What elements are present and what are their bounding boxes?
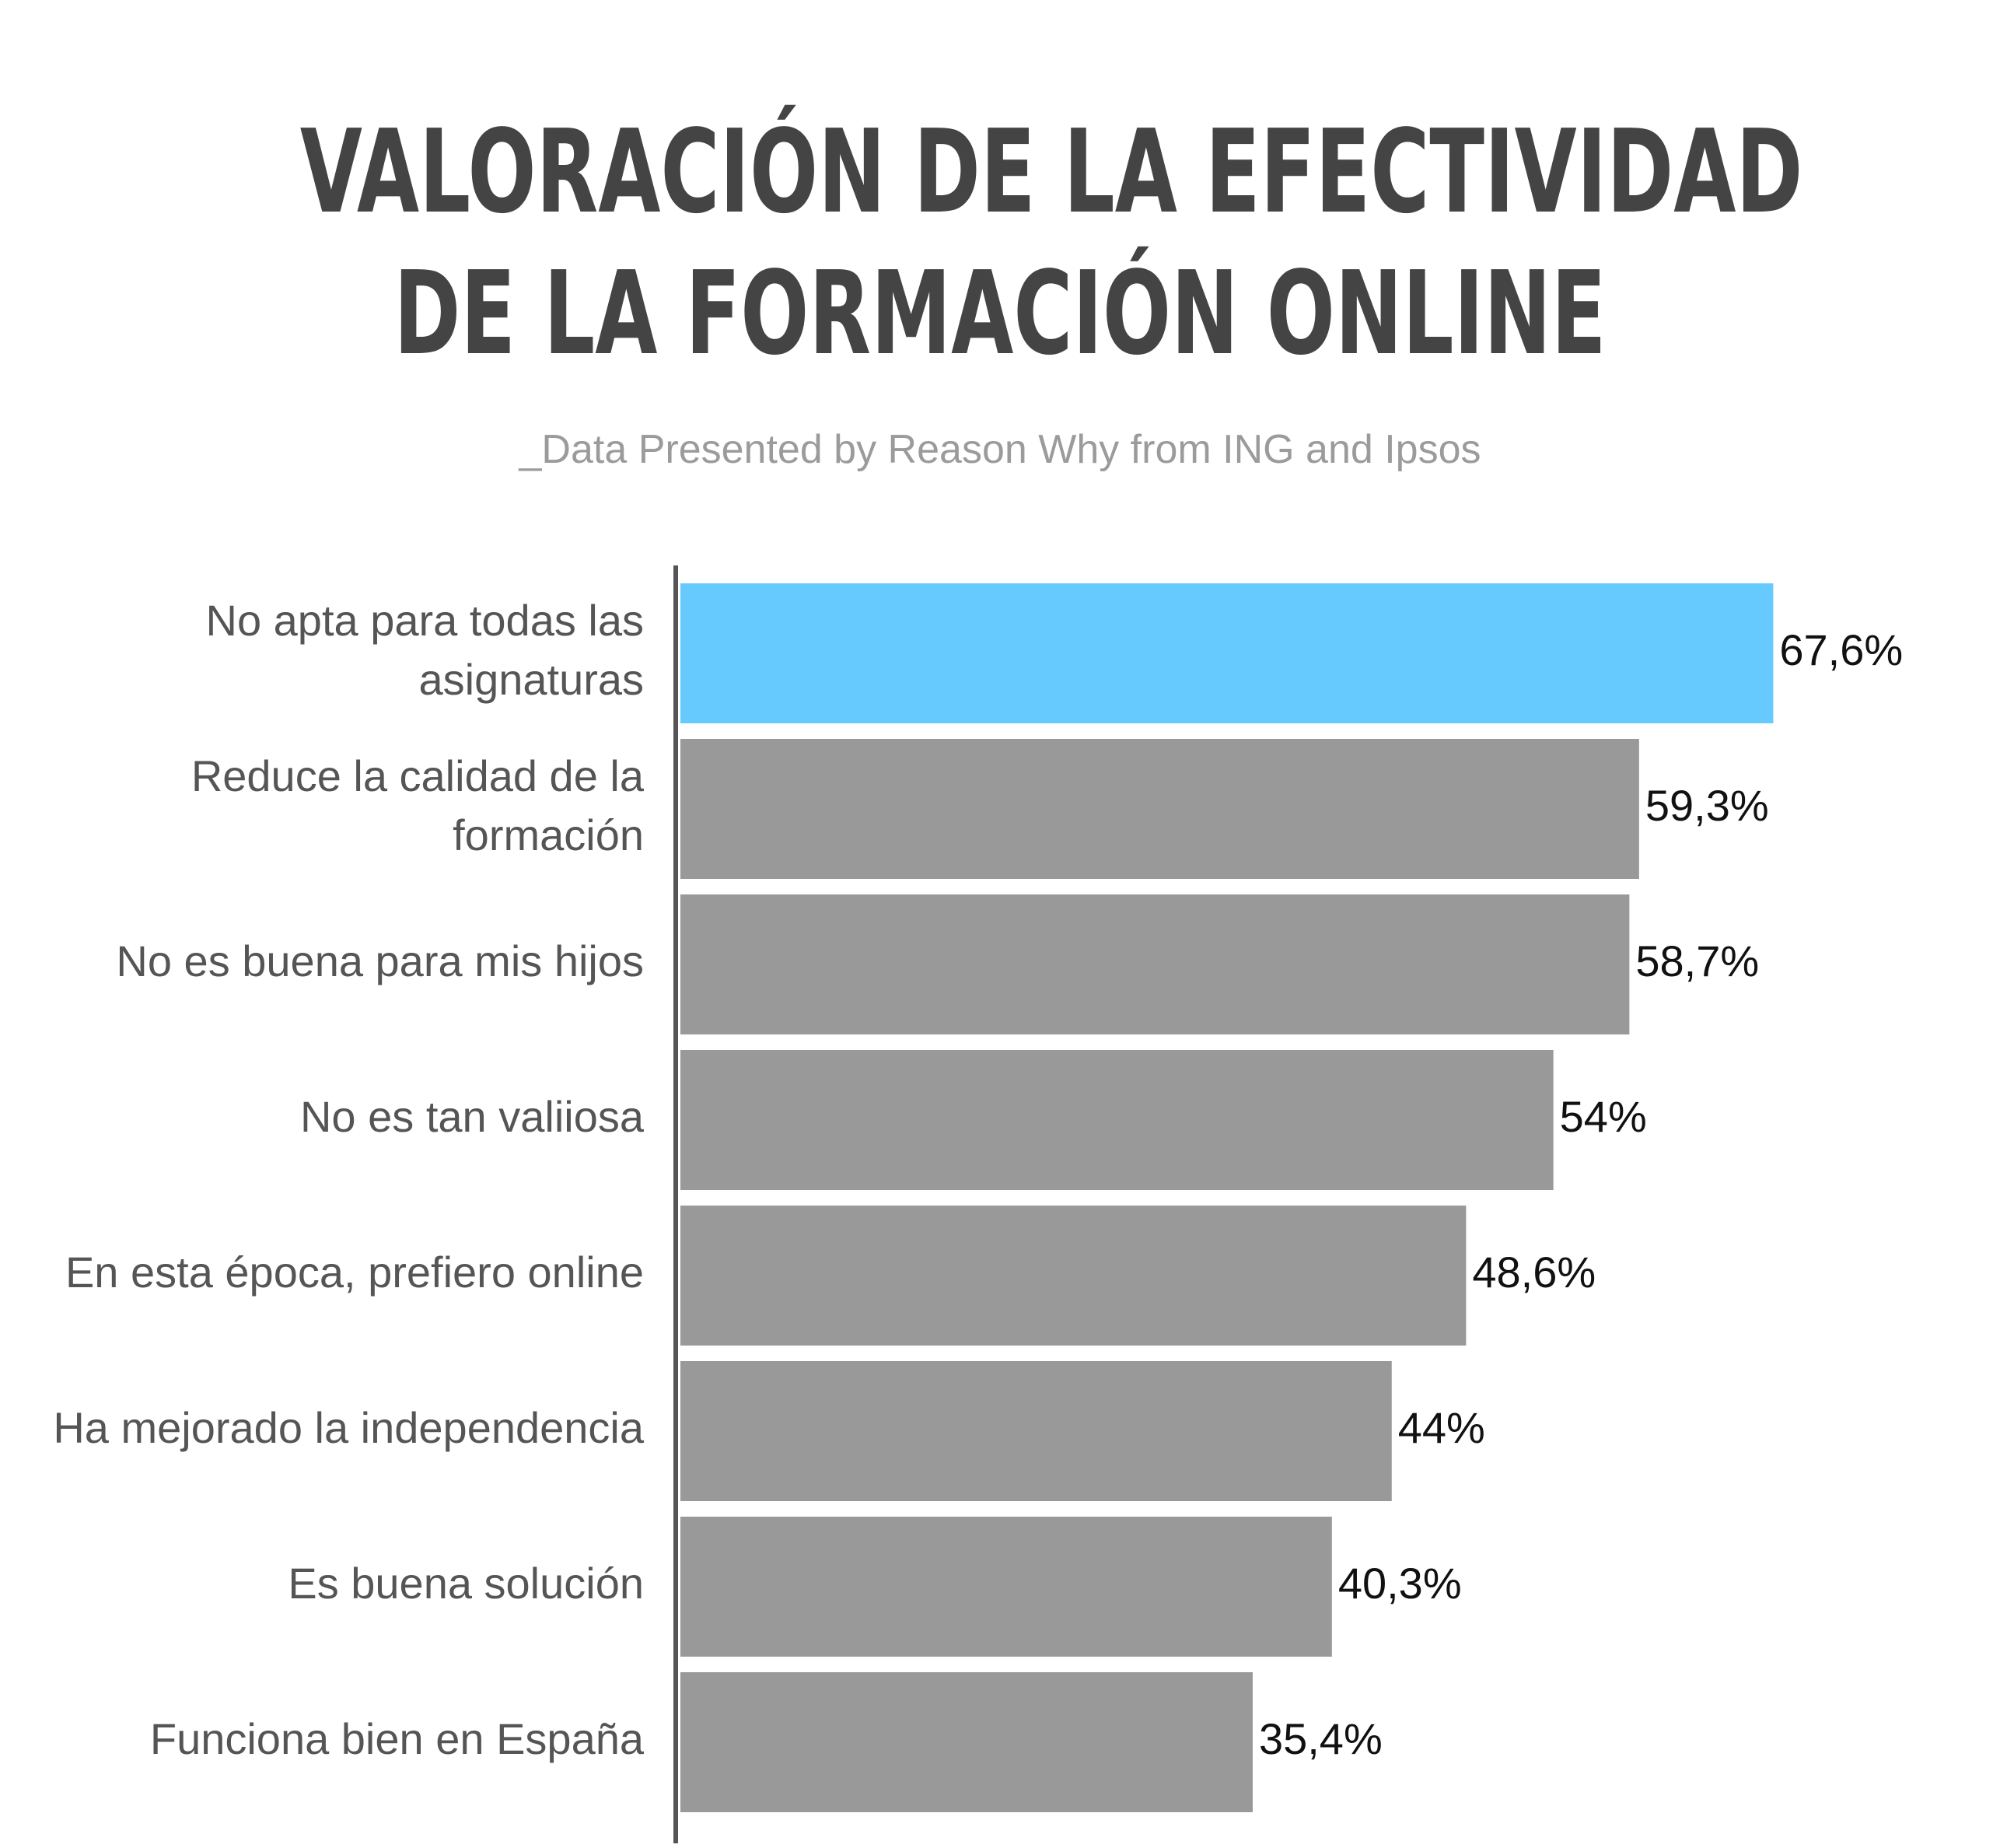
bar-6 [680,1517,1332,1657]
category-label-3: No es tan valiiosa [300,1092,645,1141]
value-label-6: 40,3% [1338,1559,1462,1608]
category-label-1: Reduce la calidad de la formación [191,751,645,859]
category-label-7: Funciona bien en España [150,1714,645,1763]
value-label-0: 67,6% [1779,625,1903,674]
category-label-0-line-0: No apta para todas las [206,596,644,645]
category-label-2: No es buena para mis hijos [116,936,644,985]
category-label-2-line-0: No es buena para mis hijos [116,936,644,985]
category-label-0: No apta para todas las asignaturas [206,596,644,704]
category-label-7-line-0: Funciona bien en España [150,1714,645,1763]
category-label-1-line-1: formación [453,810,644,859]
category-label-4: En esta época, prefiero online [65,1248,644,1297]
chart-title-line-1: VALORACIÓN DE LA EFECTIVIDAD [299,105,1803,239]
category-label-1-line-0: Reduce la calidad de la [191,751,645,800]
bar-3 [680,1050,1554,1190]
value-label-2: 58,7% [1635,936,1759,985]
category-label-0-line-1: asignaturas [418,655,644,704]
value-label-3: 54% [1560,1092,1647,1141]
value-label-5: 44% [1398,1403,1485,1452]
bar-7 [680,1672,1253,1812]
value-label-7: 35,4% [1259,1714,1383,1763]
value-label-1: 59,3% [1645,781,1769,830]
bar-0 [680,583,1774,723]
bar-4 [680,1206,1467,1346]
category-label-3-line-0: No es tan valiiosa [300,1092,645,1141]
bar-1 [680,739,1639,879]
chart-title: VALORACIÓN DE LA EFECTIVIDAD DE LA FORMA… [0,101,2000,384]
bar-5 [680,1361,1392,1501]
category-label-4-line-0: En esta época, prefiero online [65,1248,644,1297]
value-label-4: 48,6% [1472,1248,1596,1297]
chart-title-line-2: DE LA FORMACIÓN ONLINE [393,247,1607,380]
category-label-5: Ha mejorado la independencia [53,1403,644,1452]
category-label-6-line-0: Es buena solución [288,1559,644,1608]
bar-2 [680,894,1630,1034]
bars-layer: 67,6% No apta para todas las asignaturas 59… [53,583,1903,1812]
chart-subtitle: _Data Presented by Reason Why from ING a… [519,427,1481,472]
category-label-5-line-0: Ha mejorado la independencia [53,1403,644,1452]
category-label-6: Es buena solución [288,1559,644,1608]
